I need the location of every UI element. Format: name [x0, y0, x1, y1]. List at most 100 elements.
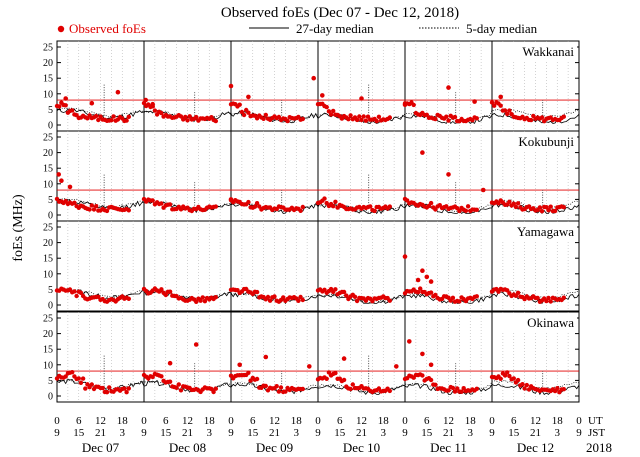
- observed-point: [300, 386, 305, 392]
- y-tick-label: 0: [48, 301, 53, 312]
- y-tick-label: 5: [48, 285, 53, 296]
- jst-axis-label: JST: [588, 427, 605, 439]
- median-5day-line: [56, 198, 580, 214]
- observed-point: [498, 376, 503, 381]
- observed-point: [263, 112, 268, 118]
- observed-point: [548, 299, 553, 304]
- observed-point: [57, 104, 62, 109]
- observed-point: [72, 200, 77, 205]
- observed-point: [267, 298, 273, 303]
- observed-point: [424, 274, 430, 280]
- observed-point: [333, 199, 338, 204]
- observed-point: [415, 277, 421, 283]
- observed-point: [402, 254, 408, 259]
- observed-point: [115, 89, 121, 95]
- observed-point: [452, 114, 458, 120]
- observed-point: [428, 290, 434, 295]
- panel-kokubunji: 0 5 10 15 20 25 Kokubunji: [43, 130, 580, 222]
- observed-point: [555, 386, 560, 391]
- observed-point: [561, 295, 566, 300]
- x-tick-label-ut: 0: [315, 415, 321, 427]
- observed-point: [67, 184, 73, 190]
- median-5day-line: [56, 107, 580, 124]
- observed-point: [78, 380, 84, 385]
- panel-yamagawa: 0 5 10 15 20 25 Yamagawa: [43, 220, 580, 312]
- observed-point: [150, 198, 155, 203]
- observed-point: [246, 199, 251, 205]
- observed-point: [552, 208, 558, 214]
- legend-5day-label: 5-day median: [466, 21, 538, 36]
- observed-point: [415, 290, 421, 295]
- observed-point: [202, 299, 208, 304]
- observed-point: [89, 203, 95, 208]
- observed-point: [535, 295, 540, 301]
- observed-point: [126, 296, 131, 301]
- observed-point: [368, 204, 373, 209]
- observed-point: [374, 118, 379, 124]
- observed-point: [511, 376, 516, 381]
- observed-point: [198, 298, 203, 303]
- observed-point: [546, 208, 551, 213]
- observed-point: [474, 294, 479, 299]
- observed-point: [376, 114, 382, 120]
- observed-point: [107, 385, 112, 390]
- observed-point: [433, 116, 438, 122]
- observed-point: [450, 385, 456, 391]
- observed-point: [457, 299, 462, 304]
- observed-point: [163, 292, 168, 298]
- observed-point: [298, 208, 303, 213]
- median-27day-line: [56, 108, 580, 125]
- x-tick-label-ut: 12: [443, 415, 454, 427]
- observed-point: [237, 362, 242, 368]
- observed-point: [100, 385, 105, 391]
- x-tick-label-ut: 18: [204, 415, 216, 427]
- y-tick-label: 25: [43, 133, 53, 144]
- observed-point: [276, 389, 282, 394]
- observed-point: [359, 117, 364, 123]
- y-tick-label: 0: [48, 121, 53, 132]
- observed-point: [96, 117, 101, 123]
- x-tick-label-jst: 3: [207, 427, 213, 439]
- observed-point: [159, 201, 164, 206]
- y-tick-label: 20: [43, 148, 53, 159]
- observed-point: [228, 83, 234, 89]
- x-tick-label-jst: 3: [294, 427, 300, 439]
- y-tick-label: 5: [48, 376, 53, 387]
- observed-point: [513, 204, 519, 210]
- observed-point: [348, 386, 353, 392]
- observed-point: [213, 295, 218, 300]
- ut-axis-label: UT: [588, 415, 603, 427]
- x-tick-label-jst: 9: [576, 427, 582, 439]
- observed-point: [387, 388, 392, 394]
- observed-point: [333, 370, 338, 376]
- observed-point: [457, 208, 462, 214]
- observed-point: [341, 377, 347, 383]
- observed-point: [481, 187, 486, 193]
- x-tick-label-jst: 21: [530, 427, 541, 439]
- y-tick-label: 10: [43, 89, 53, 100]
- x-tick-label-jst: 3: [468, 427, 474, 439]
- observed-point: [296, 298, 301, 303]
- observed-point: [341, 356, 347, 361]
- observed-point: [428, 279, 434, 284]
- observed-point: [63, 96, 68, 101]
- x-tick-label-ut: 6: [163, 415, 169, 427]
- median-5day-line: [56, 379, 580, 394]
- chart-title: Observed foEs (Dec 07 - Dec 12, 2018): [221, 5, 459, 21]
- x-tick-label-jst: 3: [120, 427, 126, 439]
- y-tick-label: 15: [43, 74, 53, 85]
- observed-point: [263, 354, 269, 360]
- observed-point: [507, 199, 512, 204]
- x-tick-label-ut: 6: [511, 415, 517, 427]
- x-tick-label-jst: 21: [269, 427, 280, 439]
- observed-point: [515, 377, 521, 383]
- observed-point: [322, 196, 327, 201]
- observed-point: [109, 118, 114, 123]
- observed-point: [387, 115, 392, 120]
- observed-point: [537, 205, 543, 210]
- observed-point: [502, 108, 508, 113]
- observed-point: [89, 100, 95, 106]
- observed-point: [544, 298, 549, 304]
- observed-point: [252, 204, 258, 209]
- observed-point: [254, 201, 260, 206]
